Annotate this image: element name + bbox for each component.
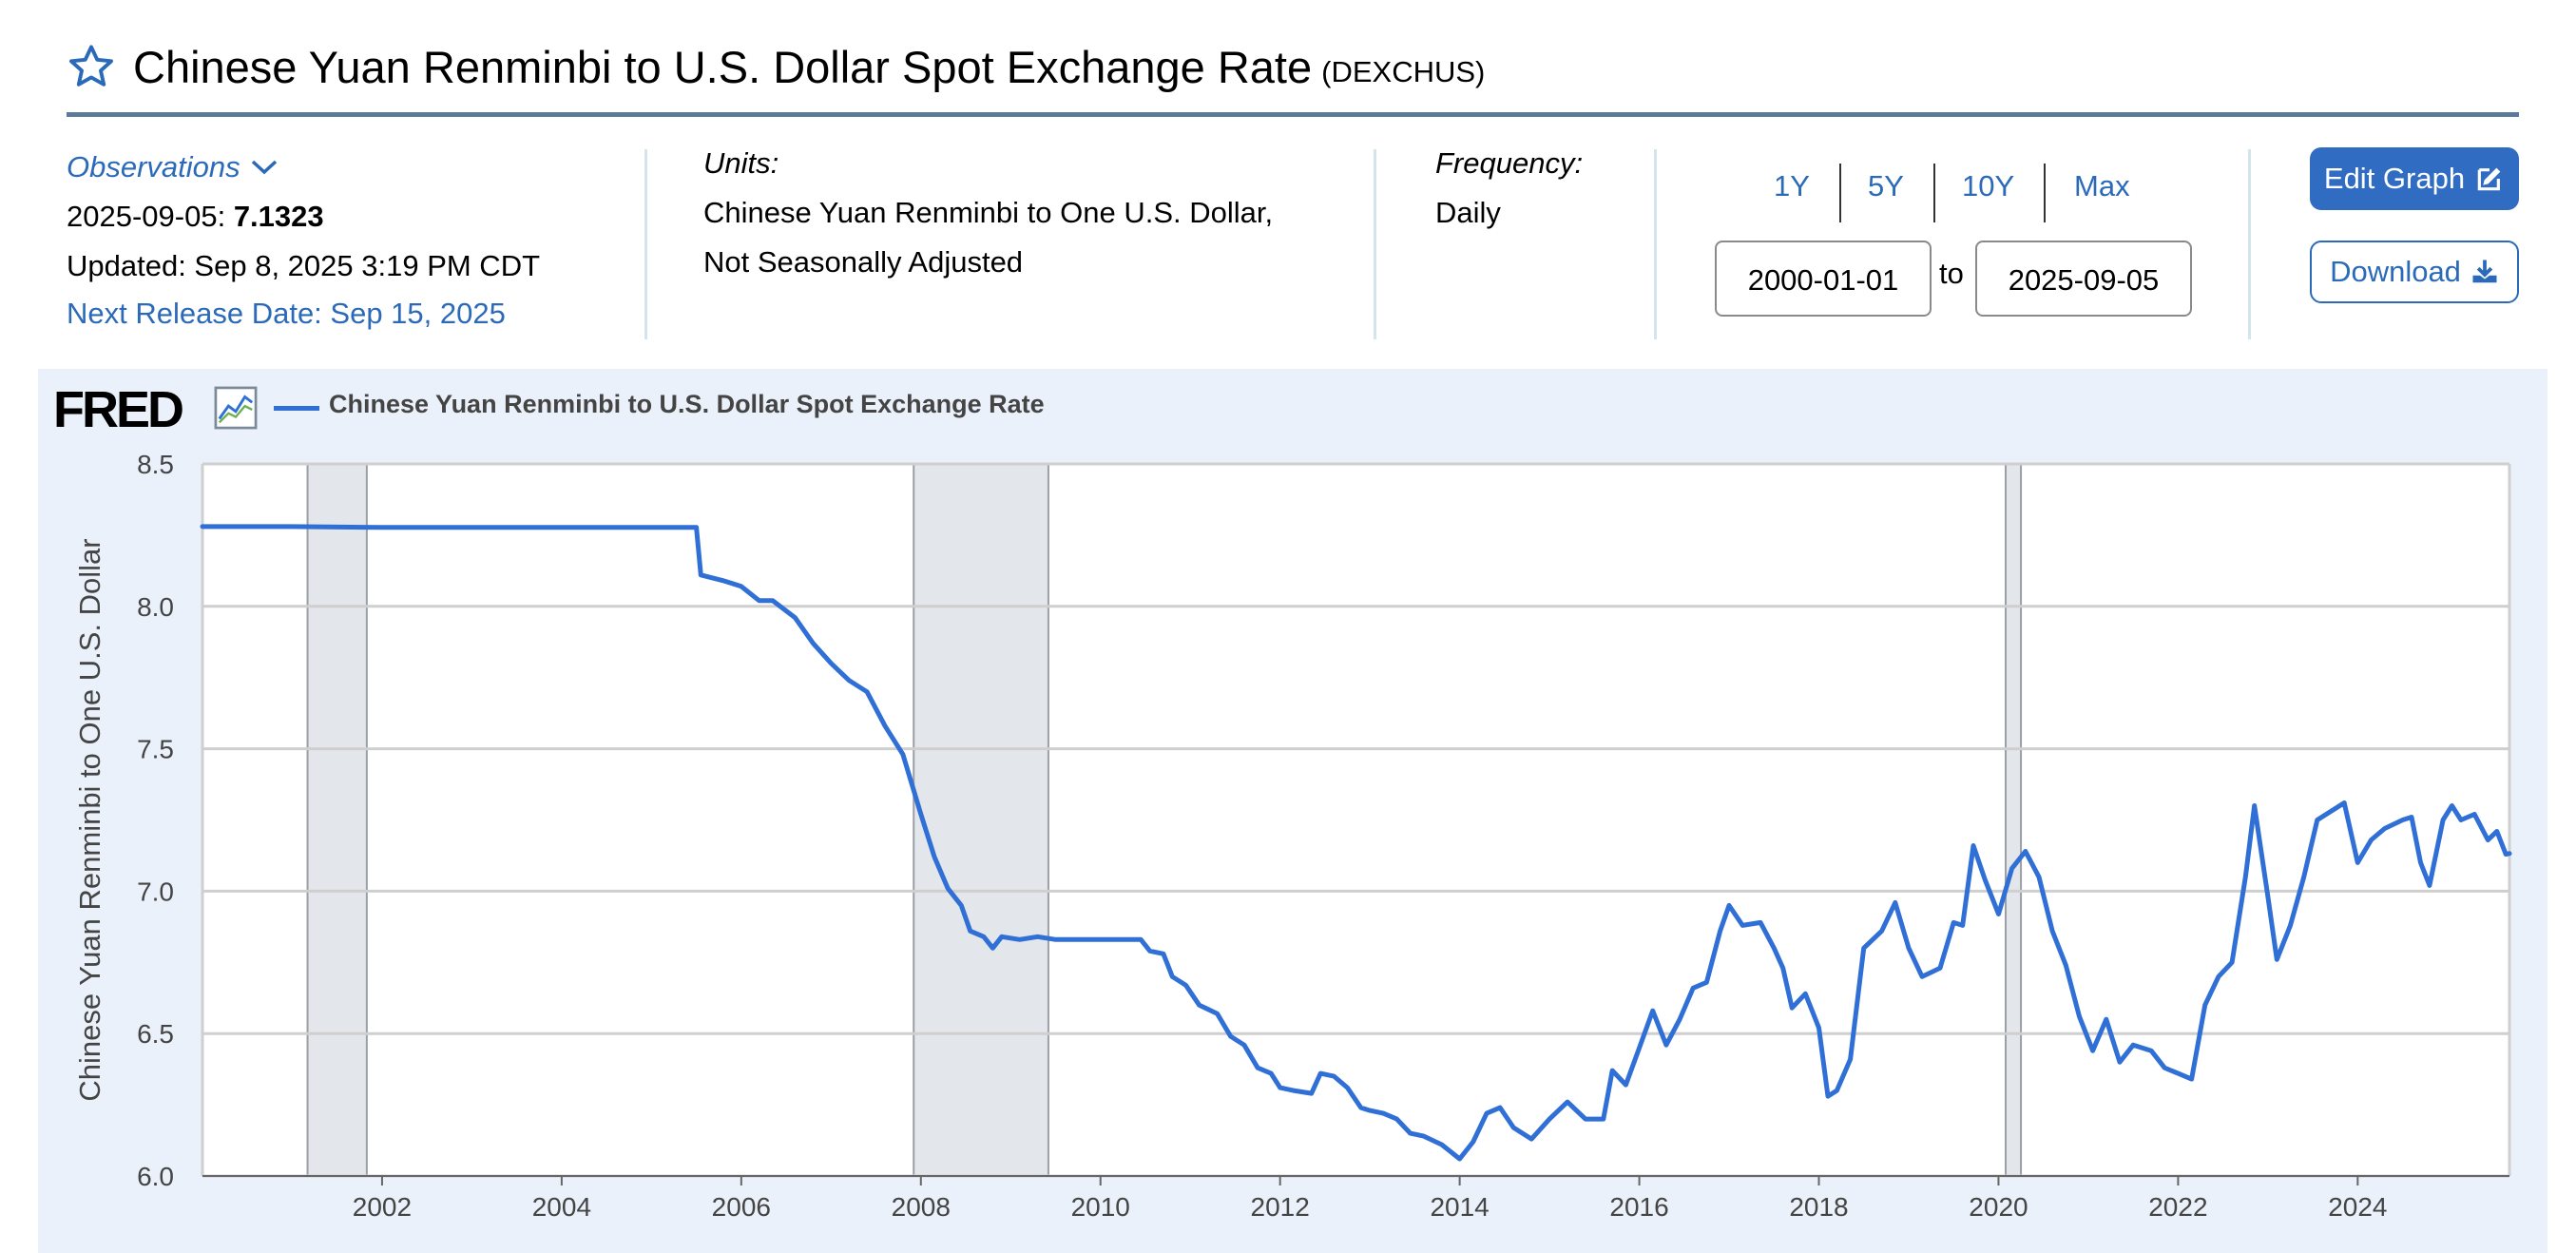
y-tick-label: 6.5	[137, 1019, 174, 1049]
download-icon	[2472, 260, 2497, 283]
y-tick-label: 7.5	[137, 735, 174, 764]
observations-dropdown[interactable]: Observations	[67, 143, 279, 192]
edit-graph-button[interactable]: Edit Graph	[2310, 147, 2519, 210]
chevron-down-icon	[251, 160, 277, 175]
x-tick-label: 2006	[712, 1192, 771, 1222]
x-tick-label: 2014	[1430, 1192, 1489, 1222]
y-tick-label: 7.0	[137, 877, 174, 906]
x-tick-label: 2012	[1251, 1192, 1310, 1222]
recession-band	[913, 464, 1048, 1176]
title-divider	[67, 112, 2519, 117]
latest-observation: 2025-09-05: 7.1323	[67, 192, 324, 241]
download-label: Download	[2330, 255, 2461, 288]
range-10y-button[interactable]: 10Y	[1962, 169, 2015, 202]
legend-swatch	[274, 406, 319, 411]
title-row: Chinese Yuan Renminbi to U.S. Dollar Spo…	[67, 38, 1485, 95]
range-1y-button[interactable]: 1Y	[1774, 169, 1810, 202]
units-value-line2: Not Seasonally Adjusted	[703, 245, 1024, 279]
x-tick-label: 2024	[2328, 1192, 2387, 1222]
x-tick-label: 2016	[1609, 1192, 1668, 1222]
y-tick-label: 6.0	[137, 1162, 174, 1191]
y-tick-label: 8.0	[137, 592, 174, 622]
observation-value: 7.1323	[233, 200, 324, 233]
units-value-line1: Chinese Yuan Renminbi to One U.S. Dollar…	[703, 196, 1274, 229]
range-5y-button[interactable]: 5Y	[1868, 169, 1904, 202]
next-release-link[interactable]: Next Release Date: Sep 15, 2025	[67, 297, 506, 330]
x-tick-label: 2002	[353, 1192, 412, 1222]
download-button[interactable]: Download	[2310, 241, 2519, 303]
star-icon[interactable]	[67, 42, 116, 91]
range-separator	[2044, 164, 2046, 222]
page-title: Chinese Yuan Renminbi to U.S. Dollar Spo…	[133, 41, 1313, 92]
range-separator	[1933, 164, 1935, 222]
x-tick-label: 2018	[1789, 1192, 1848, 1222]
x-tick-label: 2004	[532, 1192, 591, 1222]
frequency-value: Daily	[1435, 196, 1501, 229]
frequency-label: Frequency:	[1435, 146, 1584, 180]
divider	[2248, 149, 2251, 339]
to-label: to	[1939, 257, 1964, 290]
divider	[644, 149, 647, 339]
divider	[1654, 149, 1657, 339]
y-tick-label: 8.5	[137, 450, 174, 479]
recession-band	[2006, 464, 2022, 1176]
series-line	[200, 524, 2512, 1162]
divider	[1374, 149, 1376, 339]
legend-label: Chinese Yuan Renminbi to U.S. Dollar Spo…	[329, 390, 1045, 418]
observation-date: 2025-09-05:	[67, 200, 226, 233]
recession-band	[307, 464, 367, 1176]
range-separator	[1839, 164, 1841, 222]
edit-graph-label: Edit Graph	[2323, 162, 2466, 195]
x-tick-label: 2008	[892, 1192, 951, 1222]
edit-icon	[2477, 167, 2501, 191]
updated-text: Updated: Sep 8, 2025 3:19 PM CDT	[67, 249, 541, 282]
units-label: Units:	[703, 146, 779, 180]
x-tick-label: 2010	[1071, 1192, 1130, 1222]
series-id: (DEXCHUS)	[1321, 55, 1486, 88]
x-tick-label: 2020	[1969, 1192, 2028, 1222]
range-max-button[interactable]: Max	[2074, 169, 2130, 202]
end-date-input[interactable]: 2025-09-05	[1975, 241, 2192, 317]
x-tick-label: 2022	[2148, 1192, 2207, 1222]
chart-trend-icon	[214, 386, 258, 430]
fred-logo: FRED	[53, 381, 184, 438]
observations-label: Observations	[67, 150, 240, 183]
y-axis-label: Chinese Yuan Renminbi to One U.S. Dollar	[73, 538, 106, 1101]
start-date-input[interactable]: 2000-01-01	[1715, 241, 1932, 317]
